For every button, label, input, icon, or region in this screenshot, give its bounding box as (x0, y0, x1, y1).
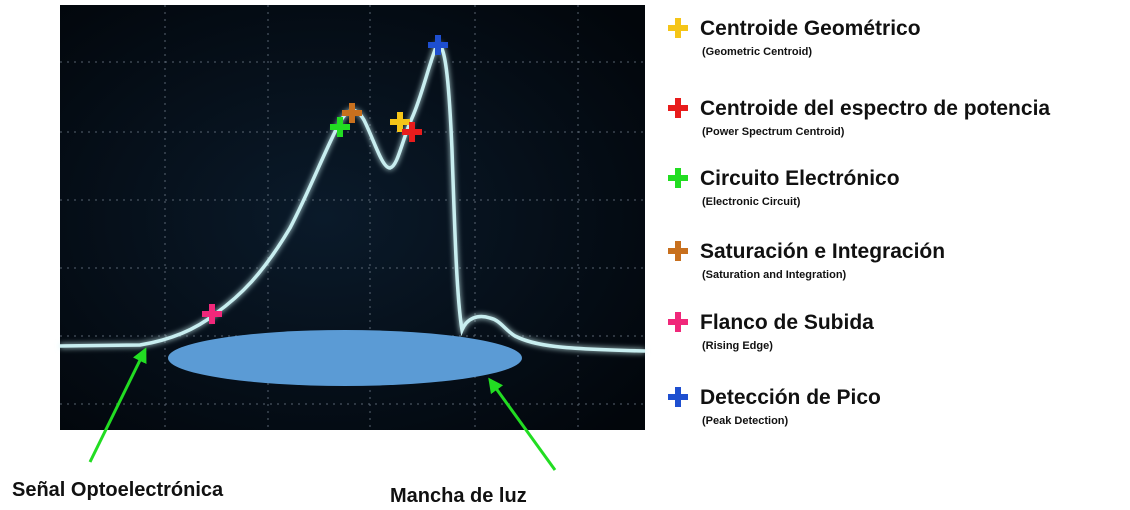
legend-label: Saturación e Integración (700, 240, 945, 263)
legend-label: Centroide del espectro de potencia (700, 97, 1050, 120)
cross-marker (668, 241, 688, 261)
legend-sublabel: (Geometric Centroid) (702, 46, 812, 58)
legend-label: Flanco de Subida (700, 311, 874, 334)
legend-sublabel: (Power Spectrum Centroid) (702, 126, 845, 138)
cross-bar (409, 122, 415, 142)
cross-bar (675, 387, 681, 407)
cross-bar (349, 103, 355, 123)
cross-bar (675, 168, 681, 188)
cross-bar (675, 241, 681, 261)
legend-label: Centroide Geométrico (700, 17, 921, 40)
diagram: Señal Optoelectrónica Mancha de luz Cent… (0, 0, 1130, 510)
signal-label: Señal Optoelectrónica (12, 479, 224, 501)
light-spot (168, 330, 522, 386)
legend-label: Circuito Electrónico (700, 167, 900, 190)
cross-bar (337, 117, 343, 137)
cross-marker (668, 312, 688, 332)
cross-marker (668, 387, 688, 407)
page: Señal Optoelectrónica Mancha de luz Cent… (0, 0, 1130, 510)
cross-marker (668, 168, 688, 188)
cross-bar (435, 35, 441, 55)
cross-bar (675, 18, 681, 38)
legend-sublabel: (Peak Detection) (702, 415, 789, 427)
cross-marker (668, 18, 688, 38)
cross-marker (668, 98, 688, 118)
legend: Centroide Geométrico (Geometric Centroid)… (668, 17, 1050, 427)
legend-sublabel: (Electronic Circuit) (702, 196, 801, 208)
spot-label: Mancha de luz (390, 485, 527, 507)
legend-sublabel: (Rising Edge) (702, 340, 773, 352)
cross-bar (675, 98, 681, 118)
cross-bar (675, 312, 681, 332)
legend-sublabel: (Saturation and Integration) (702, 269, 847, 281)
legend-label: Detección de Pico (700, 386, 881, 409)
cross-bar (209, 304, 215, 324)
